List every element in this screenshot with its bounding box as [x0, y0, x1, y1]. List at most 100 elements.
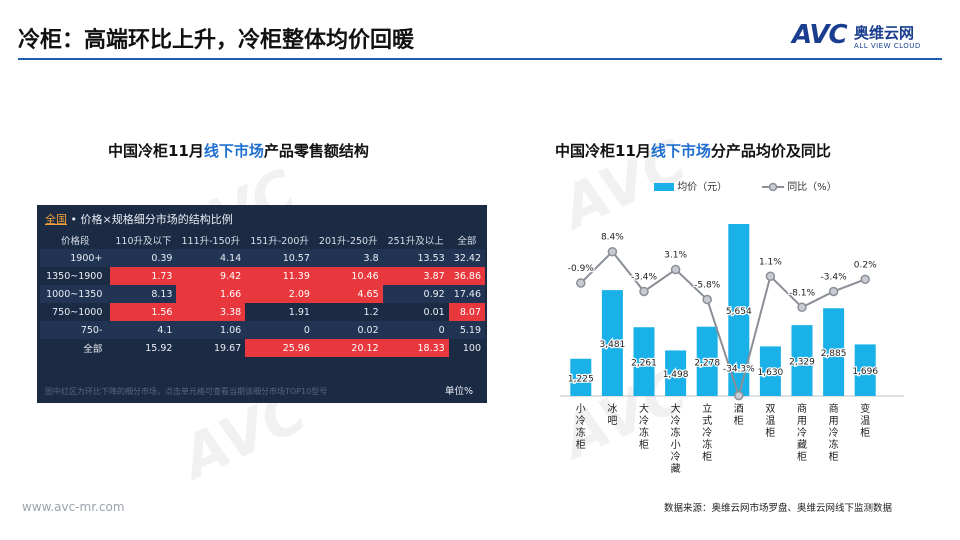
table-row: 1900+ 0.39 4.14 10.57 3.8 13.53 32.42 [40, 249, 485, 267]
table-cell[interactable]: 3.38 [176, 303, 246, 321]
table-cell[interactable]: 11.39 [245, 267, 314, 285]
left-title-pre: 中国冷柜11月 [108, 142, 204, 160]
left-chart-title: 中国冷柜11月线下市场产品零售额结构 [108, 140, 369, 161]
bar-value-label: 1,630 [758, 368, 784, 378]
scope-link[interactable]: 全国 [45, 213, 67, 226]
yoy-point [860, 274, 870, 285]
table-cell[interactable]: 25.96 [245, 339, 314, 357]
bar-value-label: 2,261 [631, 359, 657, 369]
row-label: 1900+ [40, 249, 111, 267]
table-cell[interactable]: 13.53 [382, 249, 449, 267]
table-cell[interactable]: 18.33 [382, 339, 449, 357]
table-cell[interactable]: 1.66 [176, 285, 246, 303]
panel-heading: 全国 • 价格×规格细分市场的结构比例 [45, 211, 233, 227]
bar [601, 290, 623, 396]
bar [759, 346, 781, 396]
category-label: 变温柜 [860, 402, 870, 439]
table-header-cell: 151升-200升 [250, 236, 309, 247]
table-cell[interactable]: 4.1 [110, 321, 177, 339]
panel-note: 图中红区为环比下降的细分市场，点击单元格可查看当期该细分市场TOP10型号 [45, 387, 328, 396]
avc-logo: AVC 奥维云网 ALL VIEW CLOUD [792, 20, 942, 54]
yoy-point [765, 271, 776, 282]
title-divider [18, 58, 942, 60]
row-label: 1000~1350 [40, 285, 111, 303]
table-cell[interactable]: 4.14 [176, 249, 246, 267]
table-cell: 32.42 [448, 249, 485, 267]
table-cell[interactable]: 15.92 [145, 342, 173, 354]
yoy-value-label: -3.4% [821, 272, 848, 282]
right-chart-title: 中国冷柜11月线下市场分产品均价及同比 [555, 140, 831, 161]
table-cell[interactable]: 1.2 [363, 306, 379, 318]
table-cell[interactable]: 3.87 [382, 267, 449, 285]
table-cell[interactable]: 9.42 [176, 267, 246, 285]
table-row: 1350~1900 1.73 9.42 11.39 10.46 3.87 36.86 [40, 267, 485, 285]
legend-line: 同比（%） [762, 178, 837, 193]
yoy-point [639, 286, 649, 297]
logo-en: ALL VIEW CLOUD [854, 42, 921, 50]
right-title-highlight: 线下市场 [650, 142, 711, 160]
table-cell[interactable]: 10.46 [313, 267, 383, 285]
table-cell[interactable]: 8.13 [110, 285, 177, 303]
table-cell: 36.86 [448, 267, 485, 285]
table-cell[interactable]: 1.91 [288, 306, 310, 318]
table-cell[interactable]: 0.39 [110, 249, 177, 267]
bar [696, 326, 718, 396]
right-title-post: 分产品均价及同比 [710, 142, 831, 160]
table-cell[interactable]: 1.56 [110, 303, 177, 321]
yoy-value-label: 0.2% [854, 260, 877, 270]
category-label: 小冷冻柜 [576, 403, 586, 451]
table-cell[interactable]: 3.8 [313, 249, 383, 267]
category-label: 大冷冻小冷藏 [671, 402, 681, 475]
row-label: 全部 [83, 344, 103, 355]
yoy-value-label: 8.4% [601, 233, 624, 243]
table-cell: 17.46 [448, 285, 485, 303]
bar [854, 344, 876, 396]
yoy-value-label: 3.1% [664, 251, 687, 261]
table-header-cell: 110升及以下 [115, 236, 172, 247]
bar [633, 327, 655, 396]
bar-value-label: 1,498 [663, 370, 689, 380]
yoy-value-label: -34.3% [723, 365, 755, 375]
row-label: 750- [40, 321, 111, 339]
category-label: 大冷冻柜 [639, 402, 649, 451]
bar-value-label: 2,278 [694, 358, 720, 368]
table-cell[interactable]: 0.92 [382, 285, 449, 303]
category-label: 酒柜 [734, 403, 744, 427]
table-cell[interactable]: 1.06 [176, 321, 246, 339]
table-cell[interactable]: 0.01 [423, 306, 445, 318]
bar-value-label: 1,696 [852, 367, 878, 377]
table-cell[interactable]: 19.67 [213, 342, 242, 354]
logo-cn: 奥维云网 [854, 24, 915, 42]
unit-label: 单位% [444, 386, 473, 397]
category-label: 商用冷冻柜 [829, 402, 839, 463]
page-title: 冷柜：高端环比上升，冷柜整体均价回暖 [18, 28, 415, 53]
table-cell: 5.19 [448, 321, 485, 339]
table-cell[interactable]: 1.73 [110, 267, 177, 285]
table-header-cell: 全部 [457, 236, 477, 247]
yoy-value-label: -3.4% [631, 272, 658, 282]
table-cell[interactable]: 0 [382, 321, 449, 339]
table-row: 1000~1350 8.13 1.66 2.09 4.65 0.92 17.46 [40, 285, 485, 303]
footer-url[interactable]: www.avc-mr.com [22, 500, 125, 514]
yoy-value-label: -8.1% [789, 288, 816, 298]
table-cell[interactable]: 20.12 [313, 339, 383, 357]
table-header-cell: 价格段 [60, 236, 90, 247]
yoy-value-label: -5.8% [694, 281, 721, 291]
table-cell[interactable]: 2.09 [245, 285, 314, 303]
table-cell[interactable]: 0.02 [313, 321, 383, 339]
structure-table-panel: 全国 • 价格×规格细分市场的结构比例 价格段 110升及以下 111升-150升 1… [37, 205, 487, 403]
table-cell[interactable]: 0 [245, 321, 314, 339]
bar-value-label: 3,481 [600, 340, 626, 350]
table-cell[interactable]: 10.57 [245, 249, 314, 267]
table-body: 1900+ 0.39 4.14 10.57 3.8 13.53 32.42 1350~1900… [40, 249, 485, 357]
yoy-point [828, 286, 839, 297]
structure-table: 价格段 110升及以下 111升-150升 151升-200升 201升-250升 251… [40, 231, 485, 357]
panel-heading-text: • 价格×规格细分市场的结构比例 [67, 213, 233, 226]
row-label: 1350~1900 [46, 270, 103, 282]
category-label: 冰吧 [607, 402, 617, 427]
yoy-point [702, 294, 712, 305]
table-cell[interactable]: 4.65 [313, 285, 383, 303]
table-row: 全部 15.92 19.67 25.96 20.12 18.33 100 [40, 339, 485, 357]
category-label: 双温柜 [765, 403, 775, 439]
yoy-point [670, 264, 681, 275]
